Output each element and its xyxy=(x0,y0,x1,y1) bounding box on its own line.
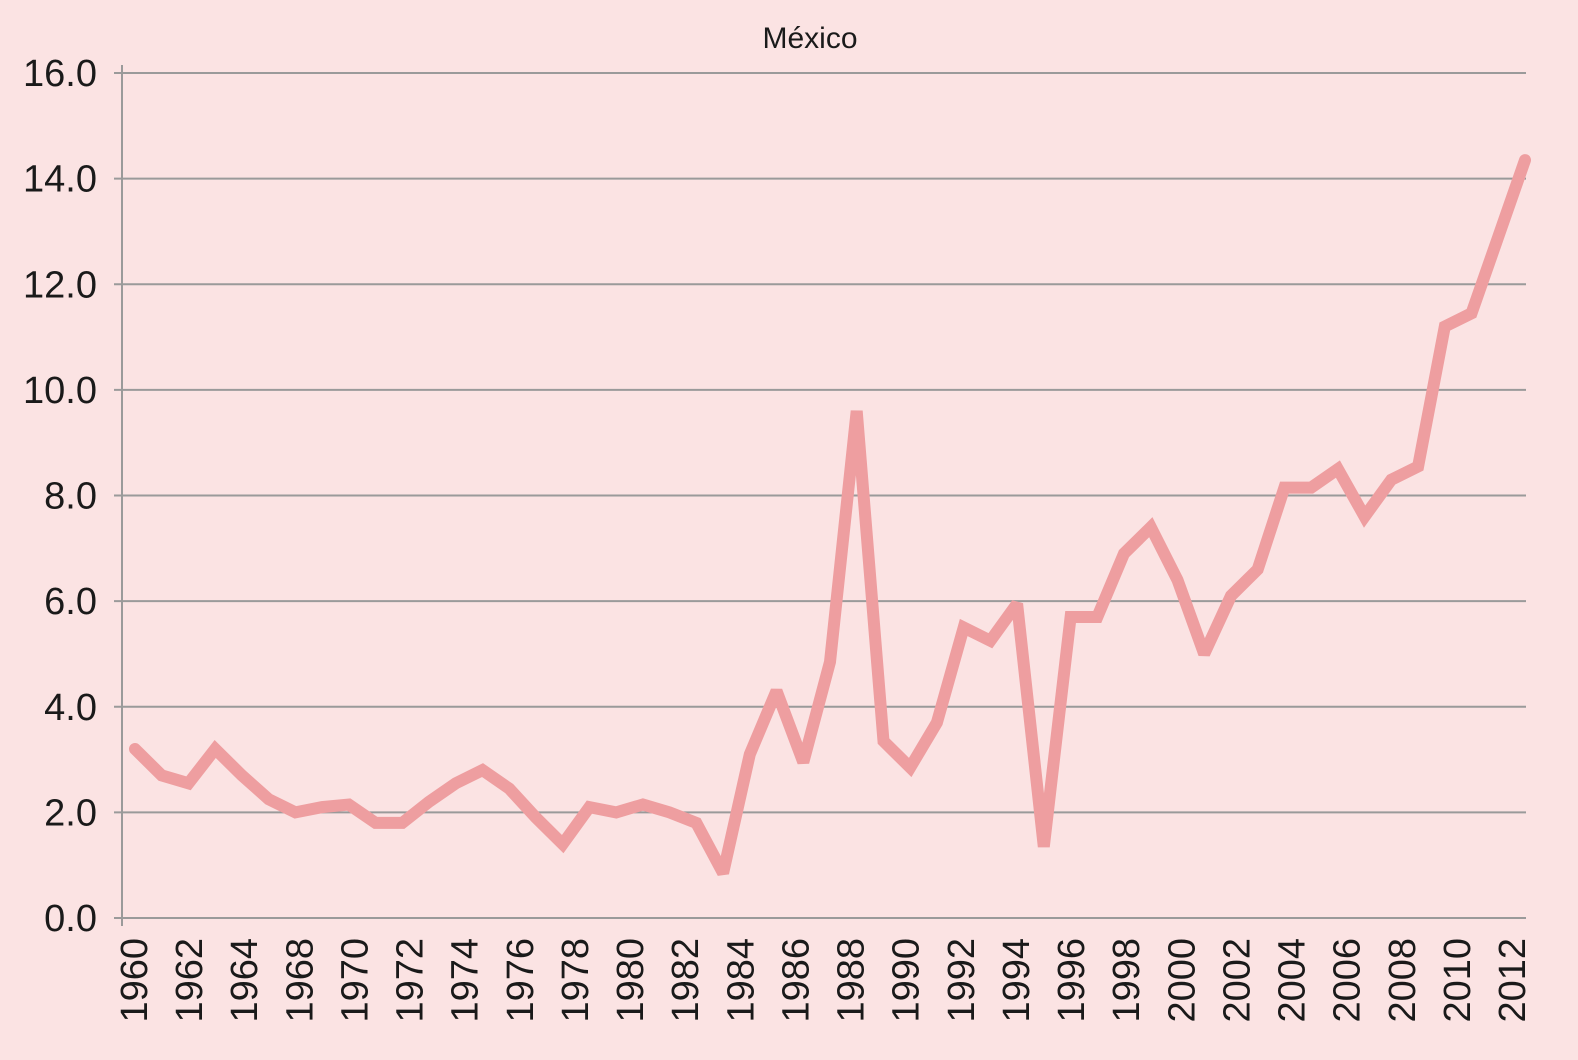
data-point xyxy=(877,735,889,747)
data-point xyxy=(664,806,676,818)
data-point xyxy=(1145,521,1157,533)
x-tick-label: 1982 xyxy=(665,938,707,1023)
x-tick-label: 1968 xyxy=(279,938,321,1023)
data-point xyxy=(824,656,836,668)
data-point xyxy=(904,761,916,773)
data-point xyxy=(1332,463,1344,475)
data-point xyxy=(1466,307,1478,319)
data-point xyxy=(316,801,328,813)
data-point xyxy=(690,817,702,829)
data-point xyxy=(1011,598,1023,610)
data-point xyxy=(182,777,194,789)
y-tick-label: 6.0 xyxy=(44,581,97,623)
data-point xyxy=(851,405,863,417)
data-point xyxy=(1305,482,1317,494)
y-tick-label: 10.0 xyxy=(23,370,97,412)
series-line xyxy=(129,154,1531,876)
chart-title: México xyxy=(762,22,857,55)
x-tick-label: 1992 xyxy=(941,938,983,1023)
data-point xyxy=(396,817,408,829)
data-point xyxy=(1091,611,1103,623)
y-tick-label: 16.0 xyxy=(23,53,97,95)
x-tick-label: 1972 xyxy=(390,938,432,1023)
data-point xyxy=(1252,563,1264,575)
x-tick-label: 1996 xyxy=(1051,938,1093,1023)
data-point xyxy=(503,783,515,795)
data-point xyxy=(744,748,756,760)
x-tick-label: 1980 xyxy=(610,938,652,1023)
data-point xyxy=(263,793,275,805)
y-tick-label: 0.0 xyxy=(44,898,97,940)
data-point xyxy=(1278,482,1290,494)
data-point xyxy=(1439,321,1451,333)
data-point xyxy=(1198,648,1210,660)
x-tick-label: 2006 xyxy=(1327,938,1369,1023)
data-point xyxy=(610,806,622,818)
x-tick-label: 2008 xyxy=(1382,938,1424,1023)
x-tick-label: 1962 xyxy=(169,938,211,1023)
data-point xyxy=(370,817,382,829)
data-point xyxy=(1225,590,1237,602)
x-tick-label: 1978 xyxy=(555,938,597,1023)
x-tick-label: 1974 xyxy=(445,938,487,1023)
y-tick-label: 2.0 xyxy=(44,792,97,834)
data-point xyxy=(1118,548,1130,560)
x-tick-label: 1970 xyxy=(334,938,376,1023)
data-point xyxy=(343,798,355,810)
x-tick-label: 1986 xyxy=(775,938,817,1023)
x-tick-label: 1994 xyxy=(996,938,1038,1023)
data-point xyxy=(156,769,168,781)
x-tick-label: 2002 xyxy=(1216,938,1258,1023)
data-point xyxy=(477,764,489,776)
data-point xyxy=(1065,611,1077,623)
data-point xyxy=(1519,154,1531,166)
data-point xyxy=(209,743,221,755)
data-point xyxy=(1359,511,1371,523)
data-point xyxy=(984,635,996,647)
data-point xyxy=(1412,460,1424,472)
data-point xyxy=(530,812,542,824)
x-tick-label: 2010 xyxy=(1437,938,1479,1023)
y-tick-label: 8.0 xyxy=(44,476,97,518)
data-point xyxy=(637,798,649,810)
data-point xyxy=(1492,231,1504,243)
y-tick-labels: 16.0 14.0 12.0 10.0 8.0 6.0 4.0 2.0 0.0 xyxy=(23,53,97,940)
data-point xyxy=(236,769,248,781)
x-tick-label: 1990 xyxy=(886,938,928,1023)
y-tick-label: 4.0 xyxy=(44,687,97,729)
data-point xyxy=(771,685,783,697)
x-tick-label: 2000 xyxy=(1161,938,1203,1023)
data-point xyxy=(450,777,462,789)
x-tick-label: 2004 xyxy=(1272,938,1314,1023)
data-point xyxy=(557,838,569,850)
data-point xyxy=(931,717,943,729)
grid-lines xyxy=(114,72,1526,919)
data-point xyxy=(1038,841,1050,853)
x-tick-label: 1998 xyxy=(1106,938,1148,1023)
y-tick-label: 14.0 xyxy=(23,159,97,201)
data-point xyxy=(583,801,595,813)
x-tick-label: 1976 xyxy=(500,938,542,1023)
data-point xyxy=(717,867,729,879)
data-point xyxy=(423,796,435,808)
data-point xyxy=(797,756,809,768)
x-tick-label: 1984 xyxy=(720,938,762,1023)
series-layer xyxy=(129,154,1531,879)
x-tick-label: 1960 xyxy=(114,938,156,1023)
x-tick-labels: 1960 1962 1964 1968 1970 1972 1974 1976 1978 1980… xyxy=(114,938,1534,1023)
data-point xyxy=(1172,574,1184,586)
data-point xyxy=(289,806,301,818)
x-tick-label: 1988 xyxy=(831,938,873,1023)
y-tick-label: 12.0 xyxy=(23,264,97,306)
x-tick-label: 1964 xyxy=(224,938,266,1023)
data-point xyxy=(958,622,970,634)
data-point xyxy=(1385,474,1397,486)
x-tick-label: 2012 xyxy=(1492,938,1534,1023)
data-point xyxy=(129,743,141,755)
